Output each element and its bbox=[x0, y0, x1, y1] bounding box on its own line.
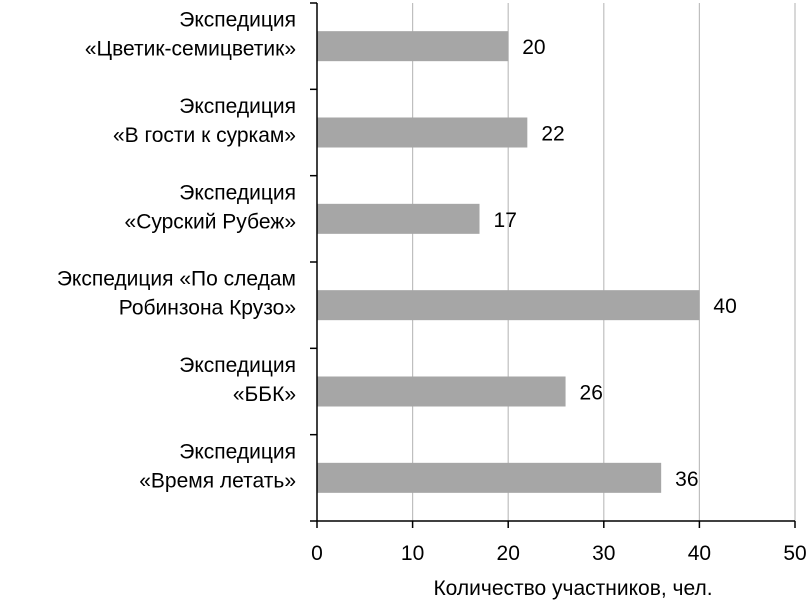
category-labels: Экспедиция «Цветик-семицветик» Экспедиция «… bbox=[57, 9, 296, 493]
category-label-4: Экспедиция «По следам Робинзона Крузо» bbox=[57, 268, 296, 320]
x-tick-label-10: 10 bbox=[401, 542, 424, 565]
data-label-1: 20 bbox=[522, 36, 545, 59]
category-label-2: Экспедиция «В гости к суркам» bbox=[113, 95, 296, 147]
x-tick-label-30: 30 bbox=[592, 542, 615, 565]
bar-4 bbox=[317, 290, 700, 321]
axes bbox=[310, 2, 796, 528]
x-tick-label-0: 0 bbox=[311, 542, 323, 565]
bar-3 bbox=[317, 203, 480, 234]
bar-6 bbox=[317, 462, 662, 493]
bar-1 bbox=[317, 31, 509, 62]
data-label-4: 40 bbox=[713, 295, 736, 318]
category-label-1: Экспедиция «Цветик-семицветик» bbox=[85, 9, 296, 61]
bar-5 bbox=[317, 376, 566, 407]
category-label-5: Экспедиция «ББК» bbox=[179, 354, 296, 406]
data-label-6: 36 bbox=[675, 468, 698, 491]
x-tick-label-40: 40 bbox=[688, 542, 711, 565]
data-label-2: 22 bbox=[541, 123, 564, 146]
grid-lines bbox=[412, 3, 796, 521]
x-tick-labels: 0 10 20 30 40 50 bbox=[311, 542, 807, 565]
bars bbox=[317, 31, 700, 493]
data-labels: 20 22 17 40 26 36 bbox=[494, 36, 737, 491]
category-label-6: Экспедиция «Время летать» bbox=[139, 440, 296, 492]
data-label-5: 26 bbox=[580, 382, 603, 405]
x-tick-label-20: 20 bbox=[497, 542, 520, 565]
data-label-3: 17 bbox=[494, 209, 517, 232]
x-tick-label-50: 50 bbox=[783, 542, 806, 565]
category-label-3: Экспедиция «Сурский Рубеж» bbox=[125, 181, 296, 233]
bar-2 bbox=[317, 117, 528, 148]
x-axis-title: Количество участников, чел. bbox=[433, 577, 712, 600]
